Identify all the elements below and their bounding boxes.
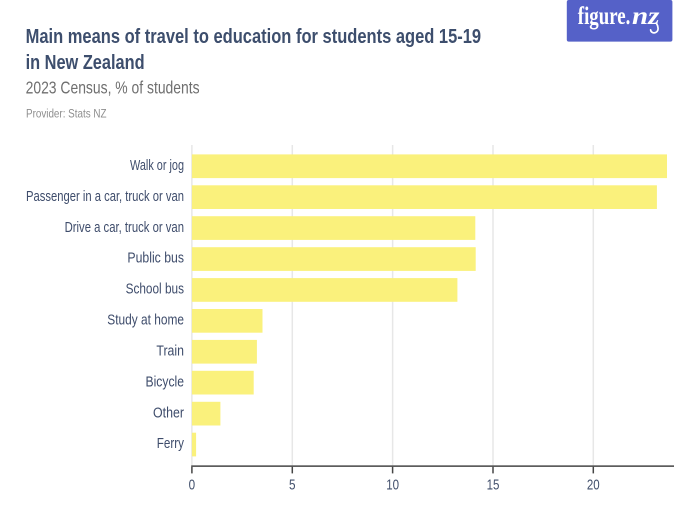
svg-text:Other: Other (153, 404, 184, 421)
svg-text:Drive a car, truck or van: Drive a car, truck or van (65, 219, 184, 236)
svg-text:0: 0 (189, 477, 196, 494)
svg-text:Public bus: Public bus (127, 250, 184, 267)
svg-text:figure.: figure. (578, 3, 631, 30)
svg-text:in New Zealand: in New Zealand (26, 52, 145, 74)
svg-text:Train: Train (156, 342, 184, 359)
svg-text:School bus: School bus (126, 281, 184, 298)
svg-text:10: 10 (386, 477, 399, 494)
svg-text:nz: nz (632, 3, 660, 30)
svg-text:Passenger in a car, truck or v: Passenger in a car, truck or van (26, 188, 184, 205)
svg-text:20: 20 (587, 477, 600, 494)
svg-text:Provider: Stats NZ: Provider: Stats NZ (26, 107, 107, 121)
svg-text:15: 15 (487, 477, 500, 494)
svg-text:Walk or jog: Walk or jog (130, 157, 184, 174)
svg-text:Main means of travel to educat: Main means of travel to education for st… (26, 26, 482, 48)
svg-text:Study at home: Study at home (107, 312, 184, 329)
svg-text:Ferry: Ferry (157, 435, 185, 452)
svg-text:2023 Census, % of students: 2023 Census, % of students (26, 78, 200, 98)
svg-text:5: 5 (289, 477, 296, 494)
svg-text:Bicycle: Bicycle (146, 373, 185, 390)
